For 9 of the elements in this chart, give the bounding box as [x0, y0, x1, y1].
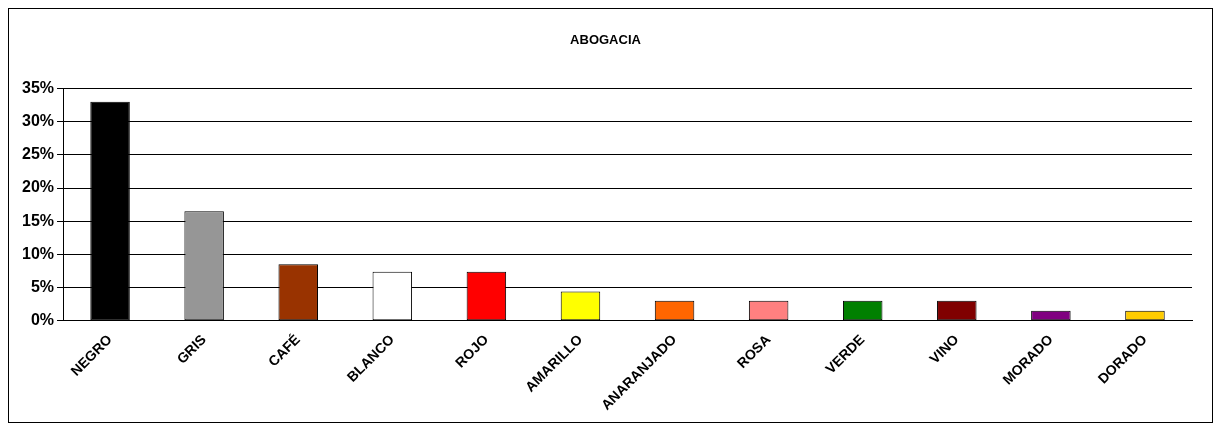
y-tick-label: 0% [30, 311, 55, 329]
y-tick-label: 20% [21, 178, 55, 196]
y-tick-label: 35% [21, 79, 55, 97]
chart-title: ABOGACIA [570, 32, 642, 48]
y-tick-label: 5% [30, 277, 55, 295]
y-tick-label: 25% [21, 145, 55, 163]
y-tick-label: 10% [21, 244, 55, 262]
y-tick-label: 15% [21, 211, 55, 229]
y-tick-label: 30% [21, 112, 55, 130]
